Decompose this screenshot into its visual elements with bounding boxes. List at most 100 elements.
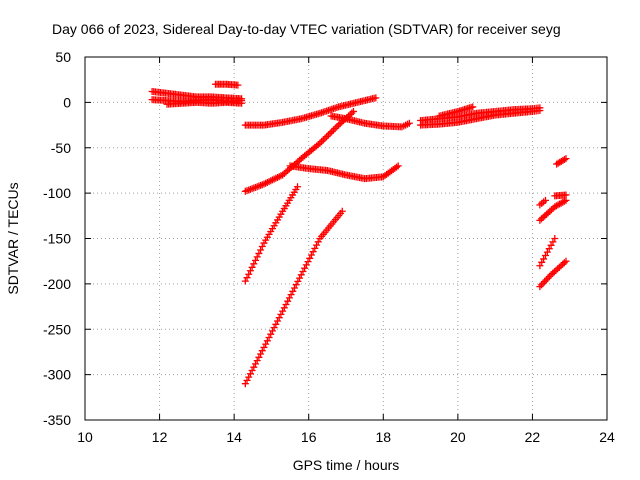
data-point xyxy=(338,118,346,126)
data-point xyxy=(541,278,549,286)
data-point xyxy=(552,266,560,274)
data-point xyxy=(336,120,344,128)
data-point xyxy=(246,370,254,378)
x-tick-label: 12 xyxy=(152,429,168,445)
data-point xyxy=(331,124,339,132)
data-point xyxy=(545,272,553,280)
data-point xyxy=(292,281,300,289)
data-point xyxy=(562,191,570,199)
data-point xyxy=(319,136,327,144)
x-tick-label: 16 xyxy=(301,429,317,445)
data-point xyxy=(285,294,293,302)
data-series-7 xyxy=(241,207,346,388)
data-point xyxy=(555,263,563,271)
chart-title: Day 066 of 2023, Sidereal Day-to-day VTE… xyxy=(52,21,561,37)
data-point xyxy=(539,279,547,287)
data-point xyxy=(557,262,565,270)
data-point xyxy=(258,347,266,355)
x-tick-label: 22 xyxy=(525,429,541,445)
data-point xyxy=(544,274,552,282)
data-point xyxy=(299,268,307,275)
data-point xyxy=(562,155,570,163)
data-point xyxy=(544,209,552,217)
x-tick-label: 18 xyxy=(375,429,391,445)
data-point xyxy=(246,267,254,275)
data-point xyxy=(393,163,401,171)
data-point xyxy=(265,334,273,341)
data-point xyxy=(313,241,321,249)
data-series-2 xyxy=(163,98,246,108)
data-point xyxy=(257,246,265,254)
data-series-16 xyxy=(536,196,549,209)
x-tick-label: 24 xyxy=(599,429,615,445)
data-point xyxy=(245,270,253,278)
data-series-15 xyxy=(536,257,570,291)
data-point xyxy=(238,99,246,107)
data-point xyxy=(543,210,551,218)
data-point xyxy=(251,256,259,264)
data-point xyxy=(241,277,249,285)
data-point xyxy=(309,248,317,256)
y-tick-label: -150 xyxy=(43,231,71,247)
data-point xyxy=(248,263,256,271)
y-tick-label: -300 xyxy=(43,367,71,383)
data-point xyxy=(560,197,568,205)
data-point xyxy=(275,314,283,322)
data-point xyxy=(267,330,275,338)
y-tick-label: -50 xyxy=(51,140,71,156)
data-point xyxy=(326,129,334,137)
x-axis-label: GPS time / hours xyxy=(293,457,400,473)
data-series-9 xyxy=(327,112,413,131)
data-series-12 xyxy=(435,103,477,120)
data-point xyxy=(243,274,251,282)
y-tick-label: -100 xyxy=(43,185,71,201)
y-tick-label: -350 xyxy=(43,412,71,428)
data-series-3 xyxy=(212,80,242,89)
data-point xyxy=(547,206,555,214)
data-point xyxy=(304,258,312,266)
data-point xyxy=(257,350,265,358)
y-tick-label: -250 xyxy=(43,321,71,337)
data-point xyxy=(542,276,550,284)
axes: 10 12 14 16 18 20 22 24 50 0 -50 -100 -150 -200 -250 -3… xyxy=(43,49,615,445)
data-point xyxy=(274,317,282,325)
data-series-6 xyxy=(241,183,302,285)
data-point xyxy=(314,238,322,246)
data-point xyxy=(549,269,557,277)
data-point xyxy=(536,216,544,224)
data-point xyxy=(251,360,259,368)
data-point xyxy=(372,94,380,102)
data-point xyxy=(537,281,545,289)
data-point xyxy=(311,244,319,252)
data-series-11 xyxy=(417,107,544,129)
data-point xyxy=(560,259,568,267)
y-tick-label: -200 xyxy=(43,276,71,292)
data-point xyxy=(550,268,558,276)
data-point xyxy=(284,297,292,305)
data-point xyxy=(294,277,302,285)
y-tick-label: 0 xyxy=(63,94,71,110)
data-point xyxy=(258,243,266,251)
data-point xyxy=(541,212,549,220)
data-point xyxy=(328,128,336,136)
data-series-4 xyxy=(241,94,380,129)
data-point xyxy=(262,340,270,348)
x-tick-label: 20 xyxy=(450,429,466,445)
data-point xyxy=(250,363,258,371)
data-point xyxy=(297,271,305,279)
data-point xyxy=(329,126,337,134)
data-series-18 xyxy=(551,191,570,200)
data-point xyxy=(255,353,263,361)
data-point xyxy=(279,307,287,315)
data-point xyxy=(469,103,477,111)
data-point xyxy=(346,110,354,118)
data-point xyxy=(541,196,549,204)
data-point xyxy=(245,373,253,381)
data-point xyxy=(321,134,329,142)
data-point xyxy=(349,107,357,115)
data-points xyxy=(148,80,570,388)
data-point xyxy=(277,310,285,318)
plot-frame xyxy=(84,56,608,421)
data-point xyxy=(289,287,297,295)
data-point xyxy=(536,107,544,115)
